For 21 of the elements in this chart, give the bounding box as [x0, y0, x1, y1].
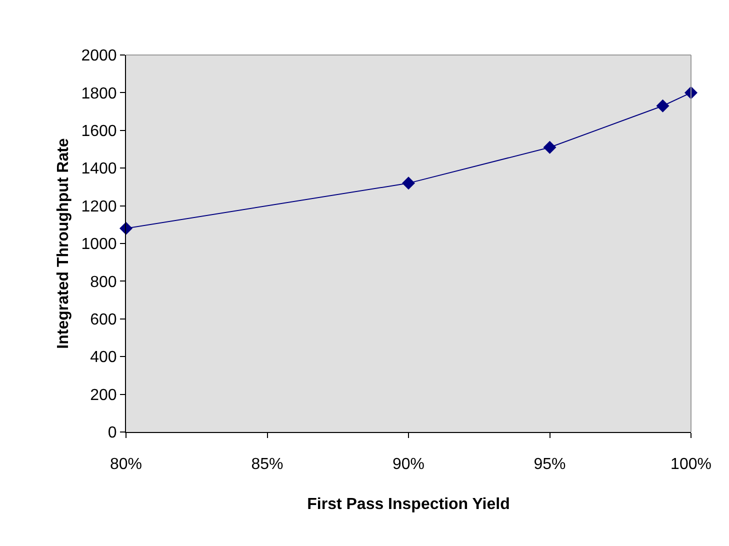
x-axis-title: First Pass Inspection Yield: [307, 496, 510, 513]
y-tick-label: 600: [90, 312, 117, 328]
point: [402, 176, 415, 190]
y-tick-label: 800: [90, 274, 117, 291]
x-tick-label: 95%: [534, 456, 566, 474]
y-tick-label: 200: [90, 386, 117, 404]
y-tick-label: 400: [90, 349, 117, 366]
y-tick-label: 1000: [81, 236, 117, 254]
y-tick-label: 1600: [81, 123, 117, 140]
x-tick-label: 100%: [670, 456, 712, 474]
y-tick-label: 1800: [81, 85, 117, 102]
point: [656, 99, 670, 112]
y-tick-label: 0: [108, 424, 117, 442]
x-tick-label: 90%: [392, 456, 425, 474]
x-tick-label: 85%: [251, 456, 284, 474]
x-tick-label: 80%: [110, 456, 142, 474]
y-axis-title: Integrated Throughput Rate: [55, 138, 72, 349]
point: [543, 140, 556, 154]
y-tick-label: 1200: [81, 198, 117, 216]
y-tick-label: 1400: [81, 160, 117, 178]
y-tick-label: 2000: [81, 48, 117, 65]
